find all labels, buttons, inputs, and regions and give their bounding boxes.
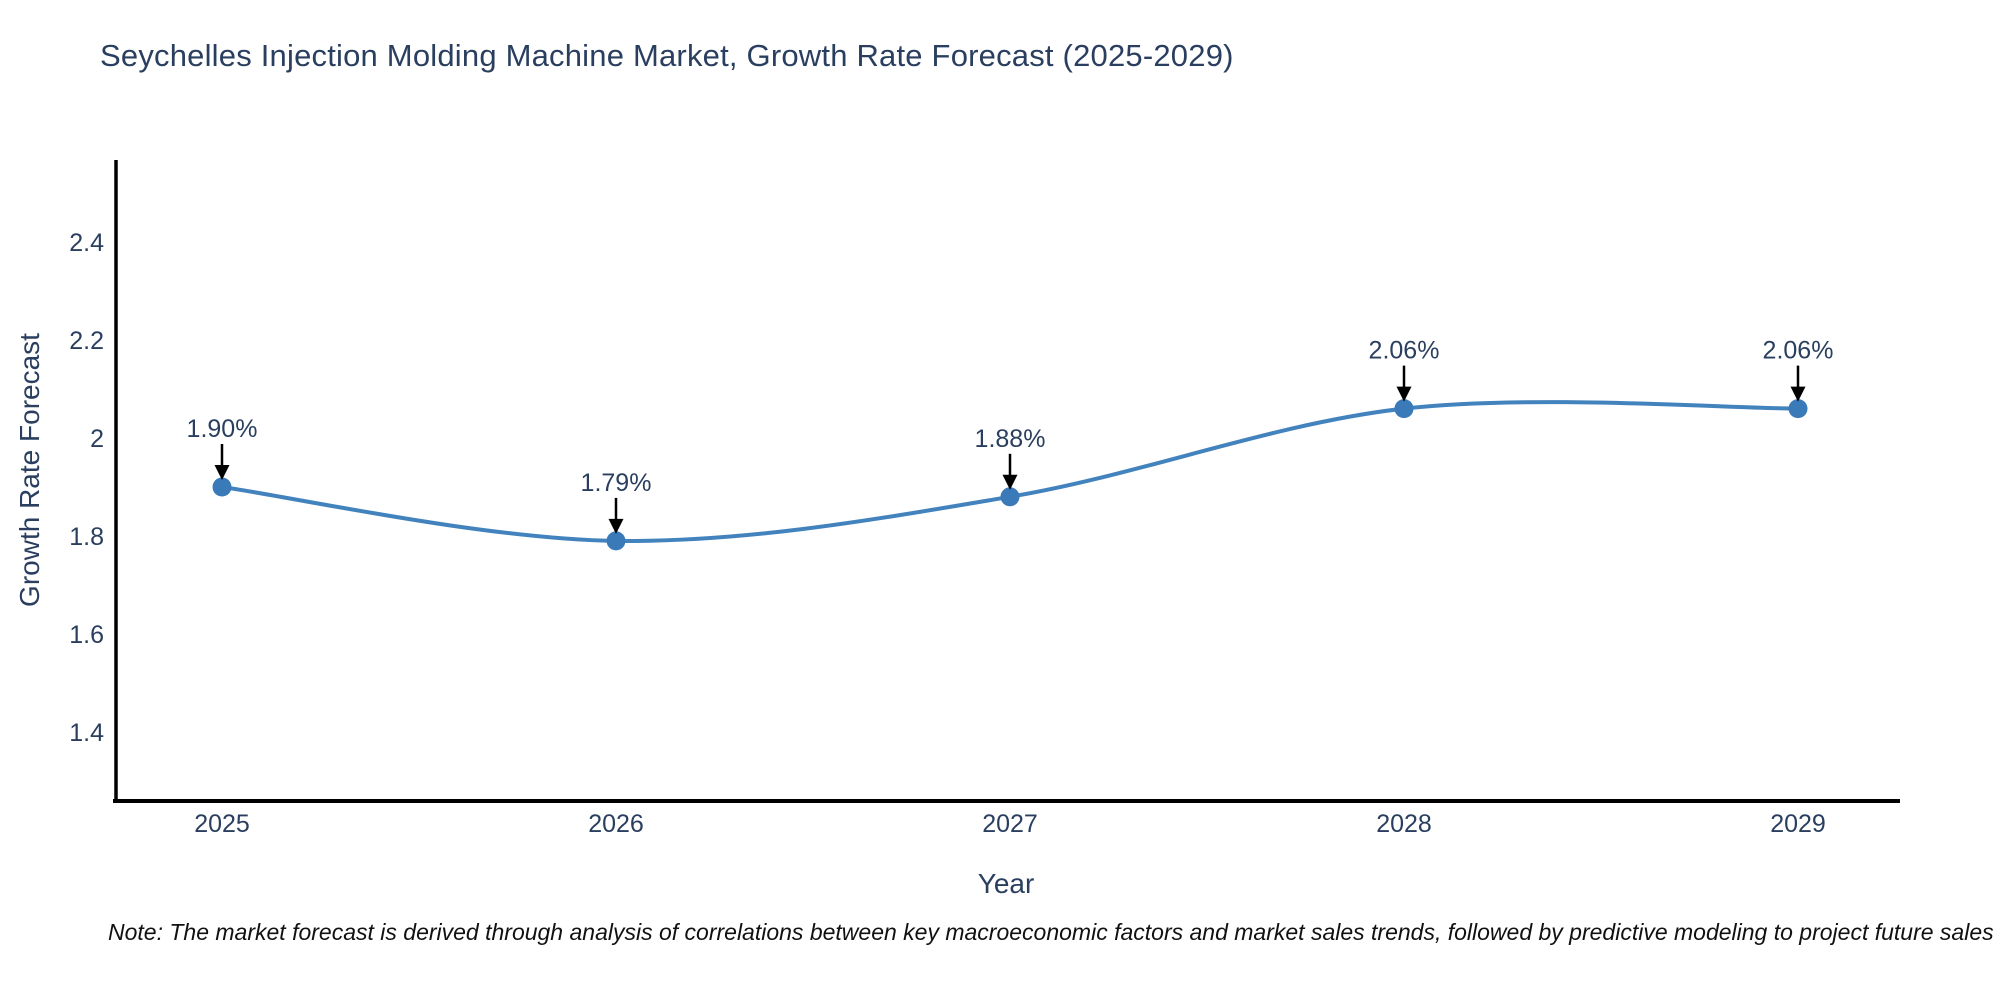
y-tick-label: 2.4 (69, 229, 104, 257)
annotation-arrowhead-icon (1002, 474, 1018, 490)
chart-title: Seychelles Injection Molding Machine Mar… (100, 38, 1234, 73)
y-axis-title: Growth Rate Forecast (14, 333, 45, 607)
footnote-text: Note: The market forecast is derived thr… (108, 919, 1994, 945)
y-tick-label: 1.6 (69, 621, 104, 649)
data-point-label: 2.06% (1369, 337, 1440, 365)
annotation-arrowhead-icon (1396, 386, 1412, 402)
annotation-arrowhead-icon (214, 465, 230, 480)
x-axis-title: Year (977, 868, 1035, 899)
annotation-arrowhead-icon (608, 518, 624, 534)
y-tick-label: 1.4 (69, 719, 104, 747)
x-tick-label: 2029 (1770, 810, 1826, 838)
data-point-label: 1.79% (581, 469, 652, 497)
y-tick-label: 2 (90, 425, 104, 453)
x-tick-label: 2028 (1376, 810, 1432, 838)
data-point-label: 2.06% (1763, 337, 1834, 365)
data-point-marker (606, 531, 626, 551)
data-point-marker (1394, 399, 1414, 419)
data-point-marker (1000, 487, 1020, 507)
y-tick-label: 2.2 (69, 327, 104, 355)
data-point-marker (212, 477, 232, 497)
data-point-label: 1.88% (975, 425, 1046, 453)
x-tick-label: 2025 (194, 810, 250, 838)
x-tick-label: 2027 (982, 810, 1038, 838)
data-point-marker (1788, 399, 1808, 419)
y-tick-label: 1.8 (69, 523, 104, 551)
data-point-label: 1.90% (187, 415, 258, 443)
x-tick-label: 2026 (588, 810, 644, 838)
annotation-arrowhead-icon (1790, 386, 1806, 402)
